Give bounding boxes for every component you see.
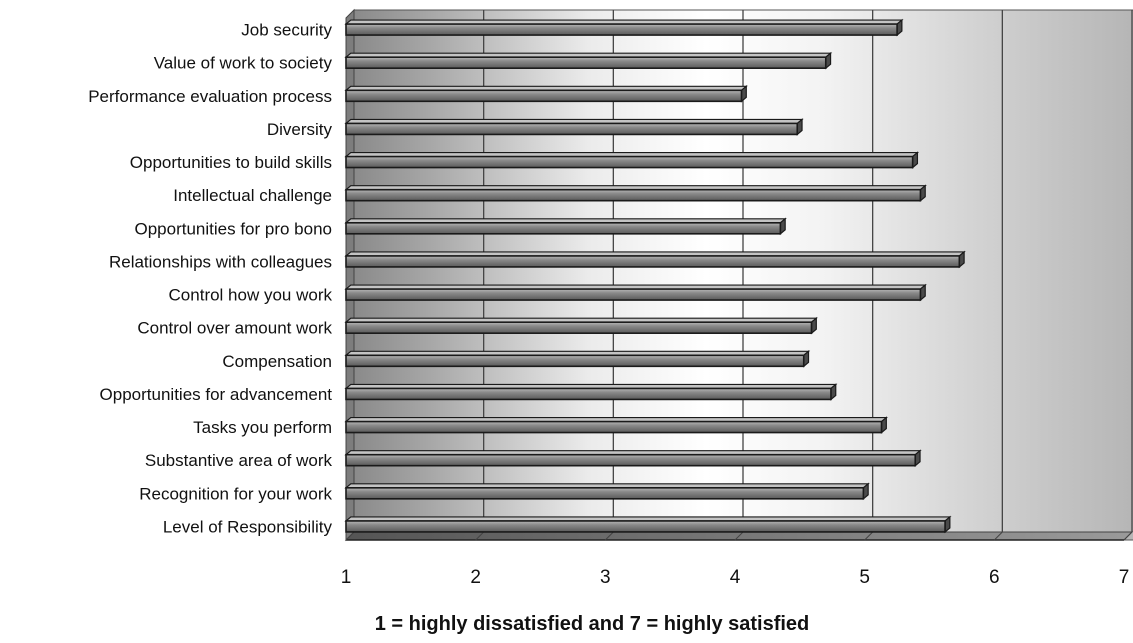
- category-label: Job security: [241, 21, 332, 40]
- grid-floor-line: [864, 531, 874, 541]
- bar-front-face: [345, 321, 813, 334]
- bar-front-face: [345, 56, 827, 69]
- category-label: Opportunities for advancement: [100, 385, 333, 404]
- category-label: Recognition for your work: [139, 484, 332, 503]
- bar: [344, 18, 904, 37]
- category-label: Relationships with colleagues: [109, 252, 332, 271]
- category-label: Performance evaluation process: [88, 87, 332, 106]
- category-label: Tasks you perform: [193, 418, 332, 437]
- category-label: Opportunities for pro bono: [134, 219, 332, 238]
- bar-front-face: [345, 420, 883, 434]
- bars: [344, 18, 966, 534]
- bar: [344, 416, 888, 434]
- bar-front-face: [345, 89, 743, 103]
- bar: [344, 85, 748, 103]
- x-tick-label: 2: [470, 567, 481, 588]
- x-tick-label: 6: [989, 567, 1000, 588]
- grid-floor-line: [734, 531, 744, 541]
- bar: [344, 316, 818, 335]
- category-label: Level of Responsibility: [163, 517, 333, 536]
- x-tick-label: 3: [600, 567, 611, 588]
- x-tick-label: 1: [341, 567, 352, 588]
- bar: [344, 250, 966, 269]
- category-label: Diversity: [267, 120, 333, 139]
- bar: [344, 449, 922, 467]
- bar: [344, 283, 927, 302]
- bar: [344, 350, 811, 368]
- bar: [344, 184, 927, 202]
- x-tick-label: 4: [730, 567, 741, 588]
- grid-floor-line: [345, 531, 355, 541]
- bar: [344, 118, 804, 136]
- x-axis-ticks: 1 2 3 4 5 6 7: [341, 567, 1130, 588]
- grid-floor-line: [604, 531, 614, 541]
- bar-front-face: [345, 23, 898, 36]
- bar: [344, 151, 920, 169]
- bar: [344, 217, 787, 236]
- bar: [344, 482, 870, 501]
- category-labels: Job security Value of work to society Perf…: [88, 21, 332, 537]
- category-label: Value of work to society: [154, 54, 333, 73]
- bar-front-face: [345, 155, 914, 169]
- category-label: Compensation: [222, 352, 332, 371]
- x-tick-label: 7: [1119, 567, 1130, 588]
- bar: [344, 51, 833, 70]
- x-tick-label: 5: [859, 567, 870, 588]
- x-axis-label: 1 = highly dissatisfied and 7 = highly s…: [375, 613, 810, 635]
- bar-front-face: [345, 520, 946, 533]
- bar: [344, 383, 838, 401]
- category-label: Intellectual challenge: [173, 186, 332, 205]
- category-label: Substantive area of work: [145, 451, 333, 470]
- grid-floor-line: [993, 531, 1003, 541]
- bar-front-face: [345, 354, 805, 368]
- bar-front-face: [345, 453, 917, 467]
- grid-floor-line: [475, 531, 485, 541]
- bar-front-face: [345, 288, 922, 301]
- category-label: Control over amount work: [137, 319, 332, 338]
- category-label: Opportunities to build skills: [130, 153, 332, 172]
- bar-front-face: [345, 188, 922, 202]
- bar-front-face: [345, 487, 865, 500]
- category-label: Control how you work: [169, 286, 333, 305]
- bar: [344, 515, 952, 534]
- bar-front-face: [345, 222, 782, 235]
- grid-floor-line: [1123, 531, 1133, 541]
- bar-front-face: [345, 255, 961, 268]
- bar-front-face: [345, 387, 832, 401]
- bar-front-face: [345, 122, 799, 136]
